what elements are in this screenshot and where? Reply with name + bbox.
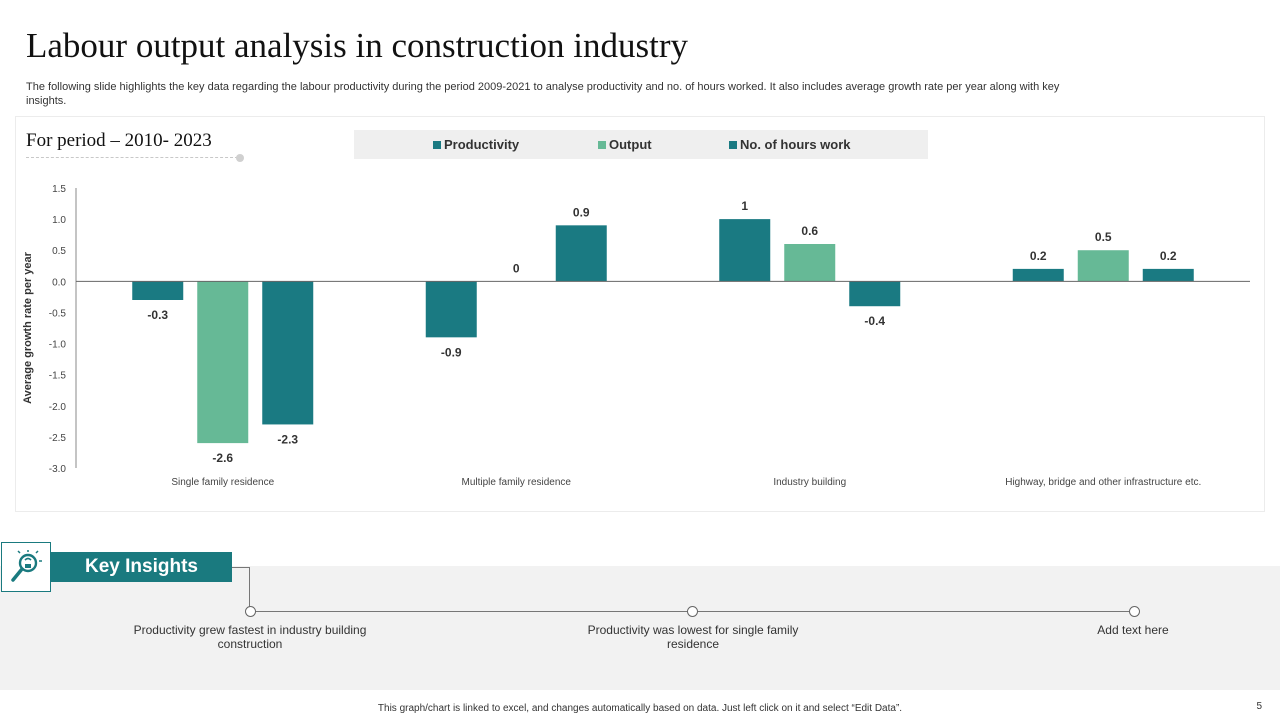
y-tick-label: -2.0 <box>49 402 67 413</box>
timeline-dot <box>245 606 256 617</box>
insight-item-3: Add text here <box>1097 623 1169 637</box>
legend-item-output: Output <box>598 137 652 152</box>
bar <box>784 244 836 282</box>
x-category-label: Highway, bridge and other infrastructure… <box>1005 477 1201 488</box>
period-label: For period – 2010- 2023 <box>26 130 212 151</box>
bar <box>719 219 771 282</box>
bar <box>849 281 901 307</box>
timeline-dot <box>687 606 698 617</box>
y-tick-label: 1.0 <box>52 215 66 226</box>
y-tick-label: -3.0 <box>49 464 67 475</box>
bar <box>262 281 314 425</box>
footer-note: This graph/chart is linked to excel, and… <box>377 703 903 714</box>
insights-connector <box>232 567 250 568</box>
data-label: 0.2 <box>1030 249 1047 263</box>
legend-label-productivity: Productivity <box>444 137 520 152</box>
y-tick-label: -0.5 <box>49 308 67 319</box>
page-number: 5 <box>1256 701 1262 712</box>
legend-label-output: Output <box>609 137 652 152</box>
legend-swatch-output <box>598 140 606 149</box>
data-label: -0.3 <box>147 308 168 322</box>
y-tick-label: 1.5 <box>52 184 66 195</box>
slide-subtitle: The following slide highlights the key d… <box>26 81 1060 107</box>
bar <box>1142 268 1194 282</box>
period-underline-dot <box>236 154 244 162</box>
y-tick-label: -1.5 <box>49 371 67 382</box>
insights-band <box>0 566 1280 690</box>
legend-swatch-hours <box>729 140 737 149</box>
y-tick-label: 0.5 <box>52 246 66 257</box>
data-label: 0.2 <box>1160 249 1177 263</box>
y-tick-label: -1.0 <box>49 340 67 351</box>
period-underline <box>26 157 238 158</box>
x-category-label: Multiple family residence <box>462 477 572 488</box>
data-label: -0.4 <box>864 314 885 328</box>
legend-item-hours: No. of hours work <box>729 137 851 152</box>
data-label: -2.6 <box>212 451 233 465</box>
bar <box>555 225 607 282</box>
data-label: 0.9 <box>573 205 590 219</box>
insight-item-2: Productivity was lowest for single famil… <box>587 623 799 651</box>
x-category-label: Industry building <box>773 477 846 488</box>
y-tick-label: 0.0 <box>52 277 66 288</box>
chart-legend: Productivity Output No. of hours work <box>354 130 928 159</box>
bar <box>1077 250 1129 282</box>
bar <box>197 281 249 444</box>
bar <box>1012 268 1064 282</box>
key-insights-heading: Key Insights <box>51 552 232 582</box>
y-tick-label: -2.5 <box>49 433 67 444</box>
y-axis-title: Average growth rate per year <box>22 251 34 404</box>
data-label: 0 <box>513 261 520 275</box>
insights-icon-box <box>1 542 51 592</box>
x-category-label: Single family residence <box>171 477 274 488</box>
legend-item-productivity: Productivity <box>433 137 519 152</box>
slide-title: Labour output analysis in construction i… <box>26 26 688 65</box>
data-label: -0.9 <box>441 345 462 359</box>
data-label: -2.3 <box>277 432 298 446</box>
lightbulb-magnifier-icon <box>11 550 42 582</box>
data-label: 0.6 <box>801 224 818 238</box>
insights-connector-vertical <box>249 567 250 607</box>
insight-item-1: Productivity grew fastest in industry bu… <box>133 623 367 651</box>
data-label: 0.5 <box>1095 230 1112 244</box>
bar <box>425 281 477 338</box>
legend-label-hours: No. of hours work <box>740 137 851 152</box>
data-label: 1 <box>741 199 748 213</box>
timeline-dot <box>1129 606 1140 617</box>
legend-swatch-productivity <box>433 140 441 149</box>
bar <box>132 281 184 300</box>
